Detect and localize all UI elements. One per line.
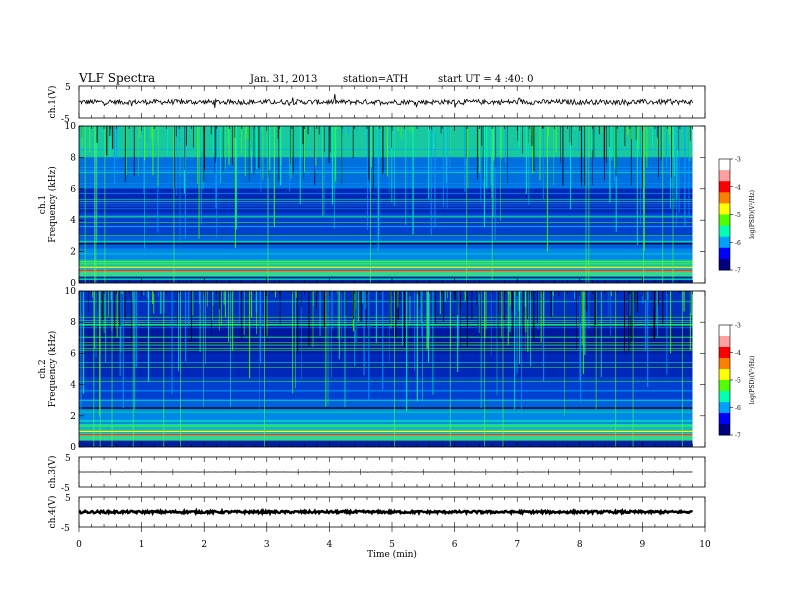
- colorbar-segment: [719, 247, 730, 260]
- colorbar-segment: [719, 214, 730, 227]
- x-tick-label: 7: [514, 540, 520, 550]
- y-tick-label: 6: [70, 185, 76, 195]
- colorbar-label: log(PSD)(V²/Hz): [749, 356, 756, 405]
- colorbar-tick-label: -3: [735, 323, 741, 330]
- colorbars: -3 -4 -5 -6 -7 log(PSD)(V²/Hz) -3 -4 -5 -6 -7 log(P…: [718, 157, 756, 440]
- x-tick-label: 4: [327, 540, 333, 550]
- spectrogram-panel-ch1: 0 2 4 6 8 10 ch.1 Frequency (kHz): [38, 122, 706, 289]
- colorbar-segment: [719, 424, 730, 436]
- y-tick-label: 6: [70, 349, 76, 359]
- colorbar-segment: [719, 325, 730, 337]
- spectrogram-panel-ch2: 0 2 4 6 8 10 ch.2 Frequency (kHz): [38, 287, 706, 453]
- colorbar-tick-label: -4: [735, 184, 741, 191]
- figure-title: VLF Spectra: [78, 71, 155, 85]
- time-axis: 0 1 2 3 4 5 6 7 8 9 10: [76, 527, 711, 550]
- y-tick-label: 2: [70, 248, 76, 258]
- x-tick-label: 9: [640, 540, 646, 550]
- colorbar-segment: [719, 380, 730, 392]
- y-tick-label: 5: [65, 83, 71, 93]
- colorbar-segment: [719, 358, 730, 370]
- spectrogram-y-label: Frequency (kHz): [47, 331, 58, 408]
- x-tick-label: 1: [139, 540, 145, 550]
- x-tick-label: 5: [389, 540, 395, 550]
- y-tick-label: 8: [70, 318, 76, 328]
- waveform-panel-ch4: 5 -5ch.4(V): [47, 494, 706, 534]
- waveform-panels: 5-5ch.1(V)5-5ch.3(V)5-5ch.4(V): [47, 83, 706, 534]
- colorbar-segment: [719, 369, 730, 381]
- x-tick-label: 10: [699, 540, 711, 550]
- colorbar-ch1: -3 -4 -5 -6 -7 log(PSD)(V²/Hz): [718, 157, 756, 275]
- colorbar-segment: [719, 347, 730, 359]
- colorbar-tick-label: -4: [735, 350, 741, 357]
- y-tick-label: 8: [70, 153, 76, 163]
- y-tick-label: -5: [61, 484, 70, 494]
- colorbar-segment: [719, 402, 730, 414]
- y-tick-label: 2: [70, 412, 76, 422]
- x-tick-label: 3: [264, 540, 270, 550]
- waveform-trace: [78, 507, 694, 517]
- x-tick-label: 8: [577, 540, 583, 550]
- y-tick-label: 10: [65, 287, 77, 297]
- colorbar-segment: [719, 336, 730, 348]
- spectrogram-channel-label: ch.1: [38, 195, 48, 214]
- colorbar-label: log(PSD)(V²/Hz): [749, 190, 756, 239]
- spectrogram-y-label: Frequency (kHz): [47, 166, 58, 243]
- colorbar-segment: [719, 258, 730, 271]
- station-label: station=ATH: [343, 74, 409, 85]
- colorbar-segment: [719, 225, 730, 238]
- y-tick-label: 4: [70, 216, 76, 226]
- y-tick-label: 4: [70, 381, 76, 391]
- waveform-y-label: ch.1(V): [47, 86, 58, 119]
- waveform-panel-ch1: 5 -5ch.1(V): [47, 83, 706, 125]
- waveform-y-label: ch.4(V): [47, 496, 58, 529]
- waveform-trace: [78, 93, 693, 109]
- waveform-y-label: ch.3(V): [47, 456, 58, 489]
- y-tick-label: -5: [61, 115, 70, 125]
- x-tick-label: 6: [452, 540, 458, 550]
- y-tick-label: 0: [70, 443, 76, 453]
- y-tick-label: 5: [65, 454, 71, 464]
- colorbar-tick-label: -5: [735, 378, 741, 385]
- colorbar-tick-label: -6: [735, 405, 741, 412]
- y-tick-label: 5: [65, 494, 71, 504]
- colorbar-segment: [719, 236, 730, 249]
- colorbar-segment: [719, 391, 730, 403]
- colorbar-segment: [719, 170, 730, 182]
- colorbar-segment: [719, 413, 730, 425]
- y-tick-label: 10: [65, 122, 77, 132]
- x-tick-label: 0: [76, 540, 82, 550]
- colorbar-segment: [719, 192, 730, 204]
- start-time-label: start UT = 4 :40: 0: [438, 74, 533, 85]
- colorbar-tick-label: -5: [735, 212, 741, 219]
- y-tick-label: 0: [70, 279, 76, 289]
- waveform-panel-ch3: 5 -5ch.3(V): [47, 454, 706, 494]
- colorbar-segment: [719, 181, 730, 193]
- x-axis-label: Time (min): [367, 549, 417, 560]
- x-tick-label: 2: [201, 540, 207, 550]
- colorbar-segment: [719, 159, 730, 171]
- colorbar-tick-label: -7: [735, 268, 741, 275]
- colorbar-tick-label: -7: [735, 433, 741, 440]
- spectrogram-channel-label: ch.2: [38, 359, 48, 378]
- date-label: Jan. 31, 2013: [249, 74, 317, 85]
- colorbar-ch2: -3 -4 -5 -6 -7 log(PSD)(V²/Hz): [718, 323, 756, 440]
- colorbar-segment: [719, 203, 730, 215]
- colorbar-tick-label: -6: [735, 240, 741, 247]
- colorbar-tick-label: -3: [735, 157, 741, 164]
- y-tick-label: -5: [61, 524, 70, 534]
